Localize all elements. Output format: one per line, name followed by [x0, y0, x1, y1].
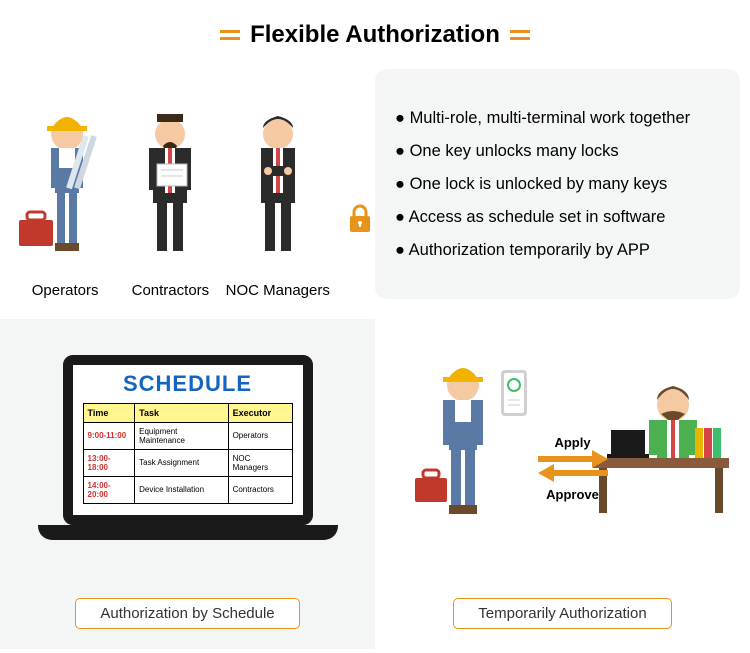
- phone-icon: [501, 370, 527, 416]
- schedule-title: SCHEDULE: [123, 371, 252, 397]
- approve-label: Approve: [538, 487, 608, 502]
- top-section: Operators Contractors: [0, 69, 750, 299]
- temp-auth-scene: Apply Approve: [393, 350, 733, 570]
- apply-label: Apply: [538, 435, 608, 450]
- role-noc-managers: NOC Managers: [226, 106, 330, 299]
- lock-divider: [345, 69, 375, 299]
- laptop-icon: SCHEDULE Time Task Executor 9:00-11:00: [38, 355, 338, 565]
- role-label-contractors: Contractors: [132, 282, 210, 299]
- lock-icon: [347, 204, 373, 234]
- header-accent-left: [220, 30, 240, 40]
- schedule-panel: SCHEDULE Time Task Executor 9:00-11:00: [0, 319, 375, 649]
- feature-item: ● Multi-role, multi-terminal work togeth…: [395, 109, 720, 128]
- table-row: 9:00-11:00 Equipment Maintenance Operato…: [83, 422, 292, 449]
- feature-item: ● One lock is unlocked by many keys: [395, 175, 720, 194]
- contractor-icon: [125, 106, 215, 276]
- schedule-col-executor: Executor: [228, 403, 292, 422]
- schedule-caption: Authorization by Schedule: [75, 598, 299, 629]
- role-operators: Operators: [15, 106, 115, 299]
- role-label-operators: Operators: [32, 282, 99, 299]
- feature-list: ● Multi-role, multi-terminal work togeth…: [375, 69, 740, 299]
- role-label-noc-managers: NOC Managers: [226, 282, 330, 299]
- bottom-section: SCHEDULE Time Task Executor 9:00-11:00: [0, 319, 750, 649]
- noc-manager-icon: [233, 106, 323, 276]
- header: Flexible Authorization: [0, 0, 750, 59]
- roles-group: Operators Contractors: [0, 69, 345, 299]
- arrow-group: Apply Approve: [538, 435, 608, 502]
- role-contractors: Contractors: [125, 106, 215, 299]
- apply-approve-arrows-icon: [538, 450, 608, 482]
- table-row: 14:00-20:00 Device Installation Contract…: [83, 476, 292, 503]
- temp-auth-panel: Apply Approve Temporarily Authorization: [375, 319, 750, 649]
- manager-at-desk-icon: [593, 386, 729, 513]
- temp-caption: Temporarily Authorization: [453, 598, 671, 629]
- feature-item: ● One key unlocks many locks: [395, 142, 720, 161]
- header-accent-right: [510, 30, 530, 40]
- schedule-col-time: Time: [83, 403, 135, 422]
- operator-icon: [15, 106, 115, 276]
- feature-item: ● Authorization temporarily by APP: [395, 241, 720, 260]
- worker-icon: [415, 368, 483, 514]
- page-title: Flexible Authorization: [250, 21, 500, 49]
- schedule-table: Time Task Executor 9:00-11:00 Equipment …: [83, 403, 293, 504]
- feature-item: ● Access as schedule set in software: [395, 208, 720, 227]
- schedule-col-task: Task: [135, 403, 228, 422]
- table-row: 13:00-18:00 Task Assignment NOC Managers: [83, 449, 292, 476]
